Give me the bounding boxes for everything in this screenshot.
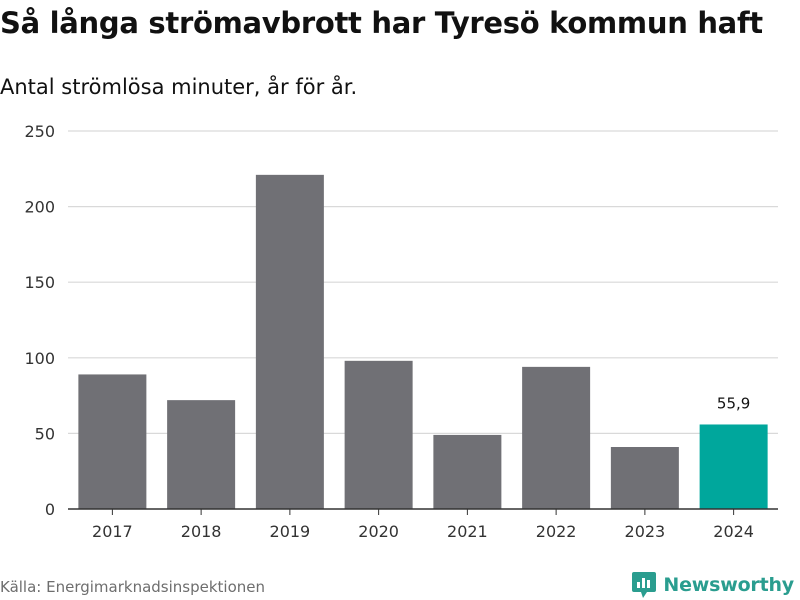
data-label-2024: 55,9 <box>717 394 750 412</box>
x-tick-label: 2020 <box>358 522 399 541</box>
y-tick-label: 100 <box>24 349 55 368</box>
bar-2017[interactable] <box>78 374 147 509</box>
bar-2023[interactable] <box>610 447 679 509</box>
newsworthy-logo-icon <box>632 572 657 598</box>
y-tick-label: 50 <box>35 424 55 443</box>
x-tick-label: 2021 <box>447 522 488 541</box>
source-note: Källa: Energimarknadsinspektionen <box>0 578 266 596</box>
x-axis-ticks: 2017 2018 2019 2020 2021 2022 2023 2024 <box>92 509 754 541</box>
x-tick-label: 2017 <box>92 522 133 541</box>
gridlines <box>68 130 778 434</box>
bar-2020[interactable] <box>344 360 413 509</box>
bars <box>78 174 768 509</box>
y-tick-label: 150 <box>24 273 55 292</box>
y-tick-label: 200 <box>24 198 55 217</box>
chart-subtitle: Antal strömlösa minuter, år för år. <box>0 75 358 99</box>
x-tick-label: 2024 <box>713 522 754 541</box>
bar-2018[interactable] <box>167 400 236 509</box>
bar-2019[interactable] <box>255 174 324 509</box>
y-tick-label: 250 <box>24 122 55 141</box>
brand-name: Newsworthy <box>663 574 794 596</box>
y-tick-label: 0 <box>45 500 55 519</box>
x-tick-label: 2019 <box>270 522 311 541</box>
x-tick-label: 2022 <box>536 522 577 541</box>
bar-2021[interactable] <box>433 434 502 509</box>
x-tick-label: 2023 <box>625 522 666 541</box>
data-labels: 55,9 <box>717 394 750 412</box>
x-tick-label: 2018 <box>181 522 222 541</box>
bar-2024[interactable] <box>699 424 768 509</box>
bar-2022[interactable] <box>522 366 591 509</box>
chart-title: Så långa strömavbrott har Tyresö kommun … <box>0 6 763 40</box>
brand-logo[interactable]: Newsworthy <box>631 570 794 600</box>
bar-chart: 0 50 100 150 200 250 2017 2018 2019 2020 2021 2022… <box>24 122 778 541</box>
y-axis-ticks: 0 50 100 150 200 250 <box>24 122 55 519</box>
